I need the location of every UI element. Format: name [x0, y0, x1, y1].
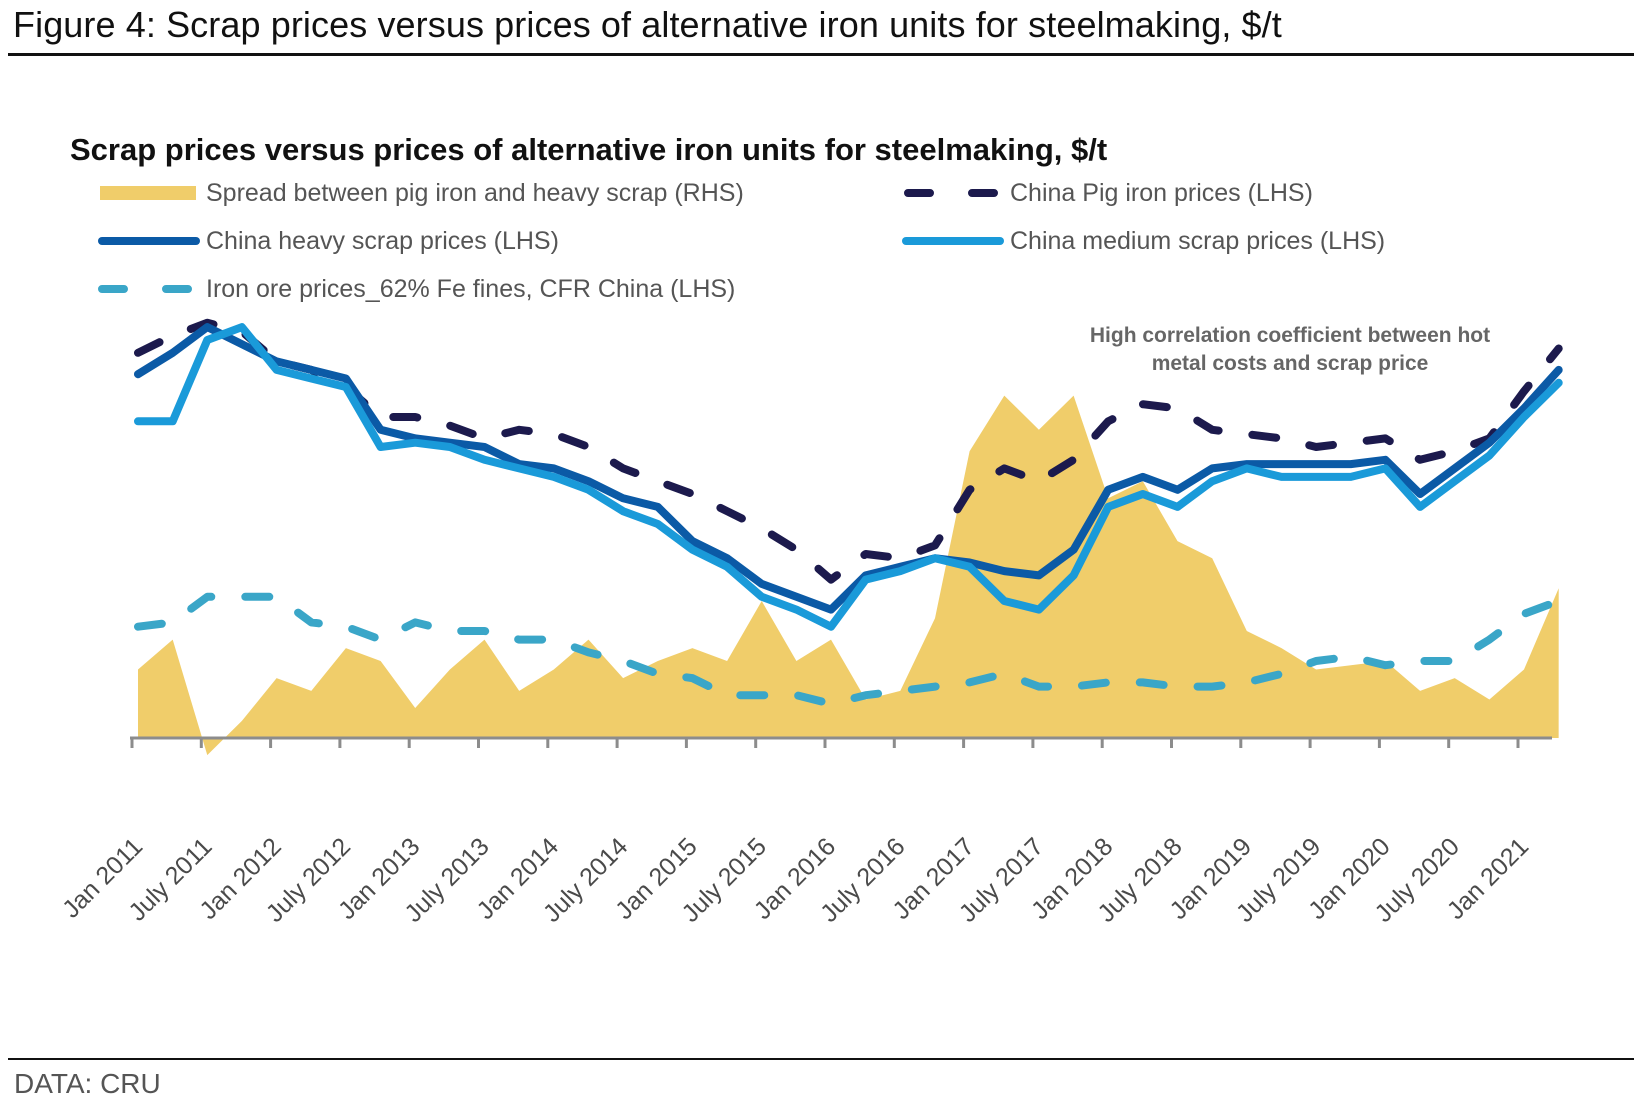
legend-label: Iron ore prices_62% Fe fines, CFR China …: [206, 274, 736, 303]
title-rule: [8, 53, 1634, 56]
legend-label: China medium scrap prices (LHS): [1010, 226, 1386, 255]
x-axis: [130, 736, 1552, 748]
annotation-line-1: High correlation coefficient between hot: [1089, 324, 1491, 347]
legend-label: China Pig iron prices (LHS): [1010, 178, 1313, 207]
heavy-scrap-line: [134, 323, 1563, 614]
spread-area-layer: [138, 395, 1559, 756]
footer-rule: [8, 1058, 1634, 1060]
legend-item-heavy-scrap: China heavy scrap prices (LHS): [96, 224, 559, 258]
series-lines-layer: [134, 318, 1563, 708]
figure-title: Figure 4: Scrap prices versus prices of …: [13, 4, 1282, 45]
data-source: DATA: CRU: [14, 1068, 161, 1099]
spread-area: [138, 395, 1559, 756]
pig-iron-line: [134, 318, 1563, 584]
chart-title: Scrap prices versus prices of alternativ…: [70, 132, 1108, 167]
legend-swatch-iron-ore: [96, 272, 200, 306]
legend-item-medium-scrap: China medium scrap prices (LHS): [900, 224, 1385, 258]
medium-scrap-line: [134, 323, 1563, 631]
chart-annotation: High correlation coefficient between hot…: [1030, 322, 1550, 378]
legend-label: Spread between pig iron and heavy scrap …: [206, 178, 744, 207]
annotation-line-2: metal costs and scrap price: [1151, 352, 1429, 375]
legend-item-iron-ore: Iron ore prices_62% Fe fines, CFR China …: [96, 272, 735, 306]
iron-ore-line: [134, 592, 1563, 708]
legend-swatch-medium-scrap: [900, 224, 1004, 258]
legend-item-pig-iron: China Pig iron prices (LHS): [900, 176, 1313, 210]
legend-swatch-pig-iron: [900, 176, 1004, 210]
legend-swatch-spread: [96, 176, 200, 210]
legend-label: China heavy scrap prices (LHS): [206, 226, 559, 255]
legend-item-spread: Spread between pig iron and heavy scrap …: [96, 176, 744, 210]
legend-swatch-heavy-scrap: [96, 224, 200, 258]
